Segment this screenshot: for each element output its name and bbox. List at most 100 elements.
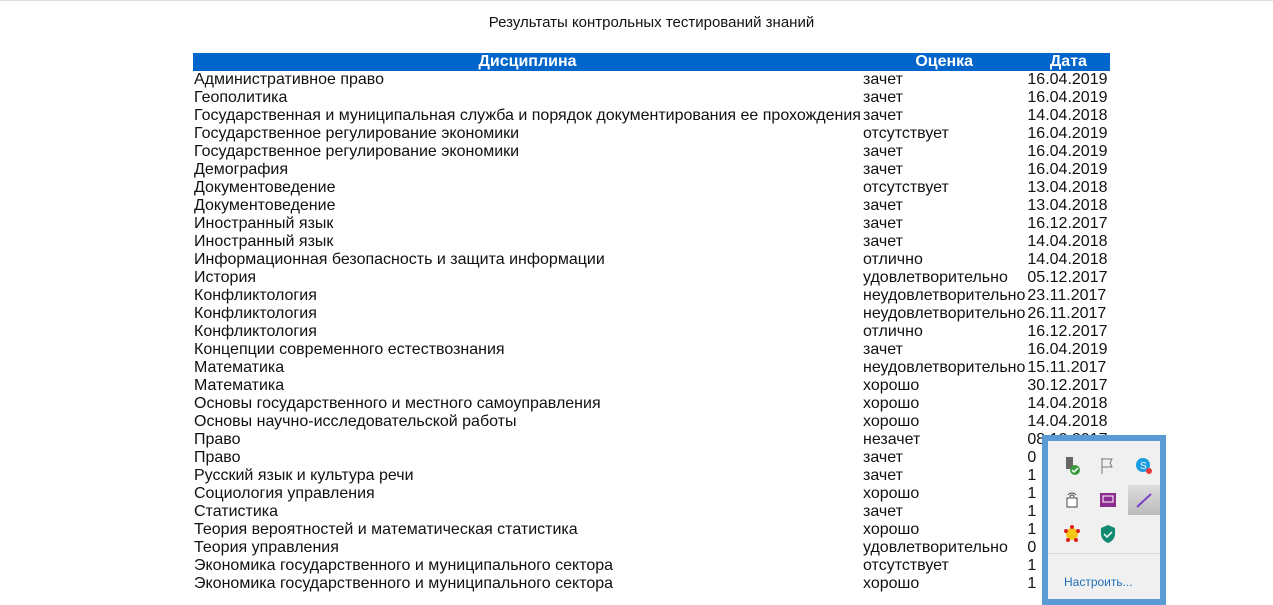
table-row: Информационная безопасность и защита инф… [193, 251, 1110, 269]
discipline-cell: Административное право [194, 71, 385, 88]
customize-link[interactable]: Настроить... [1064, 575, 1133, 589]
discipline-cell: Статистика [194, 503, 279, 520]
network-printer-icon[interactable] [1056, 485, 1088, 515]
table-row: Конфликтология неудовлетворительно 26.11.2… [193, 305, 1110, 323]
date-cell: 30.12.2017 [1027, 377, 1108, 394]
table-row: Документоведение зачет 13.04.2018 [193, 197, 1110, 215]
results-table: Дисциплина Оценка Дата Административное … [193, 53, 1111, 593]
grade-cell: зачет [863, 341, 903, 358]
grade-cell: незачет [863, 431, 921, 448]
grade-cell: зачет [863, 215, 903, 232]
presentation-icon[interactable] [1092, 485, 1124, 515]
grade-cell: зачет [863, 467, 903, 484]
table-row: Социология управления хорошо 1 [193, 485, 1110, 503]
skype-icon[interactable]: S [1128, 451, 1160, 481]
date-cell: 1 [1027, 575, 1037, 592]
discipline-cell: Русский язык и культура речи [194, 467, 414, 484]
table-row: Право зачет 0 [193, 449, 1110, 467]
discipline-cell: Экономика государственного и муниципальн… [194, 575, 614, 592]
table-row: Теория вероятностей и математическая ста… [193, 521, 1110, 539]
table-row: Административное право зачет 16.04.2019 [193, 71, 1110, 89]
table-row: Геополитика зачет 16.04.2019 [193, 89, 1110, 107]
discipline-cell: Демография [194, 161, 289, 178]
grade-cell: отсутствует [863, 125, 949, 142]
discipline-cell: Экономика государственного и муниципальн… [194, 557, 614, 574]
discipline-cell: Иностранный язык [194, 233, 334, 250]
discipline-cell: Геополитика [194, 89, 288, 106]
date-cell: 13.04.2018 [1027, 197, 1108, 214]
discipline-cell: Основы научно-исследовательской работы [194, 413, 517, 430]
date-cell: 14.04.2018 [1027, 251, 1108, 268]
table-row: Русский язык и культура речи зачет 1 [193, 467, 1110, 485]
grade-cell: зачет [863, 71, 903, 88]
date-cell: 16.04.2019 [1027, 125, 1108, 142]
grade-cell: неудовлетворительно [863, 287, 1026, 304]
table-row: Концепции современного естествознания зач… [193, 341, 1110, 359]
table-row: Конфликтология отлично 16.12.2017 [193, 323, 1110, 341]
discipline-cell: Социология управления [194, 485, 375, 502]
table-row: Математика неудовлетворительно 15.11.2017 [193, 359, 1110, 377]
grade-cell: отсутствует [863, 179, 949, 196]
table-header: Дисциплина Оценка Дата [193, 53, 1111, 71]
table-row: Государственная и муниципальная служба и… [193, 107, 1110, 125]
grade-cell: отсутствует [863, 557, 949, 574]
discipline-cell: Концепции современного естествознания [194, 341, 505, 358]
discipline-cell: Конфликтология [194, 287, 317, 304]
discipline-cell: Информационная безопасность и защита инф… [194, 251, 605, 268]
discipline-cell: Государственная и муниципальная служба и… [194, 107, 861, 124]
date-cell: 14.04.2018 [1027, 413, 1108, 430]
discipline-cell: Математика [194, 377, 285, 394]
grade-cell: зачет [863, 89, 903, 106]
date-cell: 16.12.2017 [1027, 323, 1108, 340]
svg-text:S: S [1140, 461, 1147, 472]
grade-cell: хорошо [863, 485, 920, 502]
grade-cell: зачет [863, 143, 903, 160]
grade-cell: удовлетворительно [863, 539, 1008, 556]
date-cell: 16.04.2019 [1027, 161, 1108, 178]
date-cell: 16.12.2017 [1027, 215, 1108, 232]
date-cell: 1 [1027, 503, 1037, 520]
pen-icon[interactable] [1128, 485, 1160, 515]
date-cell: 1 [1027, 467, 1037, 484]
grade-cell: удовлетворительно [863, 269, 1008, 286]
action-center-flag-icon[interactable] [1092, 451, 1124, 481]
grade-cell: хорошо [863, 413, 920, 430]
table-row: Государственное регулирование экономики з… [193, 143, 1110, 161]
discipline-cell: Государственное регулирование экономики [194, 125, 520, 142]
date-cell: 14.04.2018 [1027, 107, 1108, 124]
grade-cell: зачет [863, 503, 903, 520]
date-cell: 14.04.2018 [1027, 233, 1108, 250]
date-cell: 0 [1027, 539, 1037, 556]
discipline-cell: Документоведение [194, 179, 336, 196]
date-cell: 13.04.2018 [1027, 179, 1108, 196]
table-row: Экономика государственного и муниципальн… [193, 575, 1110, 593]
table-row: Основы государственного и местного самоу… [193, 395, 1110, 413]
grade-cell: зачет [863, 449, 903, 466]
security-shield-icon[interactable] [1092, 519, 1124, 549]
top-border [0, 0, 1273, 1]
tray-overflow-popup: S Настроить... [1042, 435, 1166, 605]
table-row: Документоведение отсутствует 13.04.2018 [193, 179, 1110, 197]
date-cell: 15.11.2017 [1027, 359, 1107, 376]
discipline-cell: Конфликтология [194, 305, 317, 322]
date-cell: 23.11.2017 [1027, 287, 1107, 304]
grade-cell: хорошо [863, 521, 920, 538]
date-cell: 16.04.2019 [1027, 71, 1108, 88]
usb-safe-remove-icon[interactable] [1056, 451, 1088, 481]
discipline-cell: История [194, 269, 257, 286]
grade-cell: зачет [863, 233, 903, 250]
table-row: Правонезачет08.12.2017 [193, 431, 1110, 449]
page-title: Результаты контрольных тестирований знан… [488, 14, 815, 31]
discipline-cell: Теория управления [194, 539, 339, 556]
flower-app-icon[interactable] [1056, 519, 1088, 549]
table-row: Математика хорошо 30.12.2017 [193, 377, 1110, 395]
table-row: Демография зачет 16.04.2019 [193, 161, 1110, 179]
grade-cell: неудовлетворительно [863, 359, 1026, 376]
discipline-cell: Математика [194, 359, 285, 376]
grade-cell: хорошо [863, 575, 920, 592]
discipline-cell: Право [194, 431, 241, 448]
table-row: Иностранный язык зачет 14.04.2018 [193, 233, 1110, 251]
discipline-cell: Иностранный язык [194, 215, 334, 232]
date-cell: 1 [1027, 557, 1037, 574]
table-row: Экономика государственного и муниципальн… [193, 557, 1110, 575]
